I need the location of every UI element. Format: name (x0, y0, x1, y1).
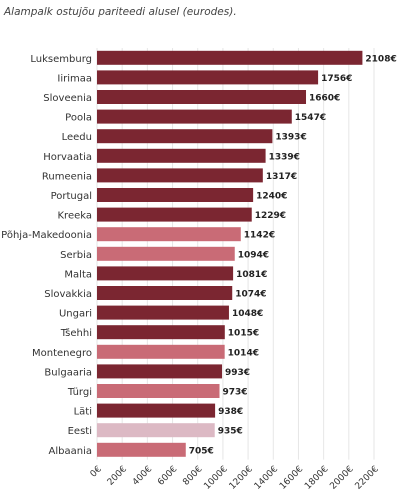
value-label: 1048€ (232, 309, 263, 319)
value-label: 1756€ (321, 74, 352, 84)
bar (97, 344, 225, 359)
value-label: 1014€ (228, 348, 259, 358)
value-label: 1081€ (236, 270, 267, 280)
value-label: 1074€ (235, 290, 266, 300)
y-tick-label: Kreeka (58, 211, 93, 222)
y-tick-label: Põhja-Makedoonia (1, 230, 92, 241)
y-tick-label: Eesti (68, 426, 92, 437)
y-tick-label: Läti (74, 407, 92, 418)
value-label: 1229€ (255, 211, 286, 221)
bar (97, 50, 363, 65)
value-label: 1660€ (309, 94, 340, 104)
y-tick-label: Türgi (67, 387, 92, 398)
bar (97, 364, 223, 379)
y-tick-label: Portugal (51, 191, 92, 202)
x-tick-label: 600€ (156, 464, 179, 487)
x-tick-label: 400€ (131, 464, 154, 487)
y-tick-label: Sloveenia (43, 93, 92, 104)
x-tick-label: 2200€ (354, 464, 382, 492)
bar (97, 109, 292, 124)
bar (97, 227, 241, 242)
bar (97, 403, 216, 418)
x-tick-label: 0€ (89, 464, 104, 479)
bar (97, 384, 220, 398)
value-label: 705€ (189, 446, 214, 456)
y-tick-label: Slovakkia (44, 289, 92, 300)
value-label: 1094€ (238, 250, 269, 260)
bar (97, 129, 273, 144)
y-tick-label: Horvaatia (43, 152, 92, 163)
x-tick-label: 1800€ (303, 464, 331, 492)
value-label: 1393€ (275, 133, 306, 143)
bar (97, 148, 266, 163)
x-tick-label: 1000€ (202, 464, 230, 492)
x-tick-label: 1600€ (278, 464, 306, 492)
x-tick-label: 800€ (181, 464, 204, 487)
y-tick-label: Tšehhi (60, 327, 92, 339)
value-label: 973€ (223, 388, 248, 398)
y-tick-label: Rumeenia (42, 171, 92, 182)
value-label: 2108€ (365, 54, 396, 64)
bar (97, 168, 263, 183)
y-tick-label: Iirimaa (57, 73, 92, 84)
x-tick-label: 2000€ (328, 464, 356, 492)
y-tick-label: Albaania (49, 446, 92, 457)
bar (97, 90, 307, 104)
y-tick-label: Leedu (62, 132, 92, 143)
bar (97, 266, 234, 281)
y-tick-label: Ungari (59, 309, 92, 320)
value-label: 1339€ (269, 152, 300, 162)
y-tick-label: Montenegro (32, 348, 92, 359)
value-label: 993€ (225, 368, 250, 378)
value-label: 1142€ (244, 231, 275, 241)
y-tick-label: Luksemburg (30, 54, 92, 65)
x-tick-label: 200€ (106, 464, 129, 487)
y-tick-label: Serbia (60, 250, 92, 261)
bar (97, 246, 235, 261)
bar (97, 325, 225, 340)
y-tick-label: Malta (64, 269, 92, 280)
bar (97, 305, 229, 320)
chart-title: Alampalk ostujõu pariteedi alusel (eurod… (3, 6, 237, 18)
value-label: 1317€ (266, 172, 297, 182)
y-tick-label: Poola (65, 113, 92, 124)
bar (97, 188, 254, 202)
value-label: 1240€ (256, 192, 287, 202)
x-tick-label: 1200€ (228, 464, 256, 492)
value-label: 1015€ (228, 329, 259, 339)
bar (97, 70, 319, 85)
bar (97, 286, 233, 300)
value-label: 935€ (218, 427, 243, 437)
value-label: 938€ (218, 407, 243, 417)
value-label: 1547€ (295, 113, 326, 123)
bar (97, 207, 252, 222)
x-tick-label: 1400€ (253, 464, 281, 492)
y-tick-label: Bulgaaria (44, 367, 92, 378)
bar (97, 442, 186, 457)
bar (97, 423, 215, 438)
